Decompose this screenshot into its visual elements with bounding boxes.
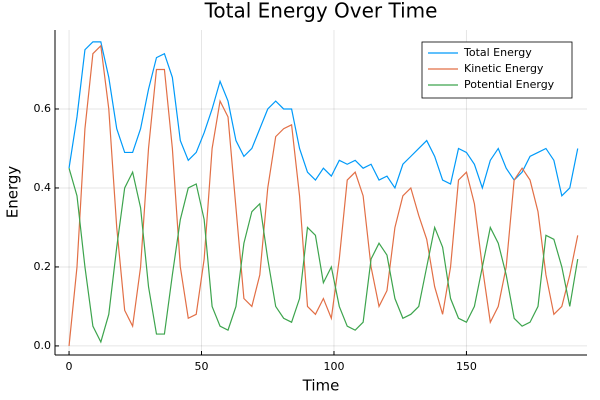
series-line bbox=[68, 41, 579, 198]
legend-label: Total Energy bbox=[463, 46, 532, 59]
y-tick-label: 0.6 bbox=[34, 102, 52, 115]
y-tick-label: 0.2 bbox=[34, 260, 52, 273]
legend-label: Kinetic Energy bbox=[464, 62, 544, 75]
x-tick-label: 0 bbox=[66, 360, 73, 373]
y-axis-label: Energy bbox=[4, 166, 22, 219]
chart-title: Total Energy Over Time bbox=[204, 0, 438, 23]
legend-box bbox=[421, 41, 573, 99]
x-tick-label: 150 bbox=[456, 360, 477, 373]
series-line bbox=[68, 168, 579, 344]
x-tick-label: 50 bbox=[195, 360, 209, 373]
legend-label: Potential Energy bbox=[464, 78, 555, 91]
x-tick-label: 100 bbox=[323, 360, 344, 373]
x-axis-label: Time bbox=[302, 377, 340, 395]
y-tick-label: 0.0 bbox=[34, 339, 52, 352]
series-line bbox=[68, 44, 579, 346]
y-tick-label: 0.4 bbox=[34, 181, 52, 194]
